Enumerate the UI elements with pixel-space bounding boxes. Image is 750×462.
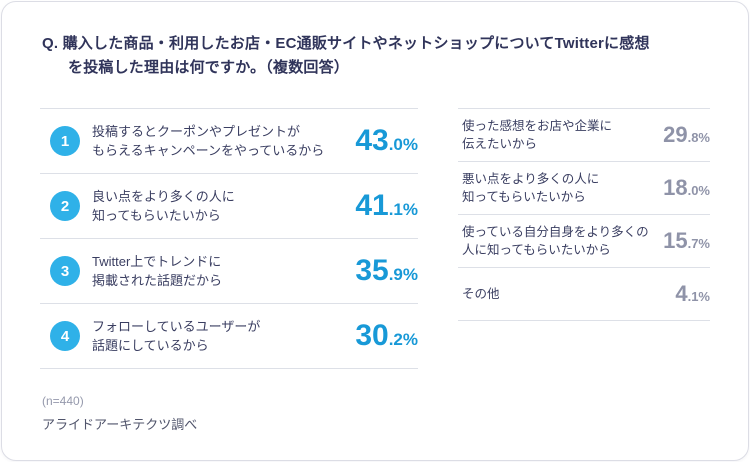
ranking-row-1-label-line1: 投稿するとクーポンやプレゼントが xyxy=(92,124,301,139)
other-row-1-value: 29.8% xyxy=(663,122,710,148)
ranking-row-3-label-line1: Twitter上でトレンドに xyxy=(92,254,222,269)
ranking-row-1-label-line2: もらえるキャンペーンをやっているから xyxy=(92,143,325,158)
value-fraction: .8% xyxy=(687,130,710,145)
other-row-4-label-line1: その他 xyxy=(462,287,500,301)
ranking-row-1-value: 43.0% xyxy=(355,124,418,158)
value-integer: 41 xyxy=(355,189,389,222)
value-integer: 35 xyxy=(355,254,389,287)
ranking-row-4-label-line2: 話題にしているから xyxy=(92,338,209,353)
other-row-1-label: 使った感想をお店や企業に 伝えたいから xyxy=(458,117,663,153)
value-fraction: .1% xyxy=(687,289,710,304)
ranking-row-1-label: 投稿するとクーポンやプレゼントが もらえるキャンペーンをやっているから xyxy=(92,122,355,160)
rank-4-badge: 4 xyxy=(50,321,80,351)
ranking-row-2: 2 良い点をより多くの人に 知ってもらいたいから 41.1% xyxy=(40,174,418,239)
ranking-row-4-label: フォローしているユーザーが 話題にしているから xyxy=(92,317,355,355)
ranking-row-3: 3 Twitter上でトレンドに 掲載された話題だから 35.9% xyxy=(40,239,418,304)
other-row-2-label-line2: 知ってもらいたいから xyxy=(462,190,586,204)
other-row-4-label: その他 xyxy=(458,285,675,303)
value-integer: 29 xyxy=(663,122,688,147)
rank-2-badge: 2 xyxy=(50,191,80,221)
value-integer: 30 xyxy=(355,319,389,352)
source-credit: アライドアーキテクツ調べ xyxy=(42,417,198,432)
other-row-3-label-line2: 人に知ってもらいたいから xyxy=(462,243,611,257)
footer: (n=440) アライドアーキテクツ調べ xyxy=(42,393,197,433)
ranking-row-2-label-line1: 良い点をより多くの人に xyxy=(92,189,235,204)
ranking-row-3-value: 35.9% xyxy=(355,254,418,288)
ranking-row-2-value: 41.1% xyxy=(355,189,418,223)
other-row-2: 悪い点をより多くの人に 知ってもらいたいから 18.0% xyxy=(458,162,710,215)
value-fraction: .0% xyxy=(687,183,710,198)
value-integer: 4 xyxy=(675,281,688,306)
other-row-3: 使っている自分自身をより多くの 人に知ってもらいたいから 15.7% xyxy=(458,215,710,268)
other-row-2-label-line1: 悪い点をより多くの人に xyxy=(462,172,600,186)
value-fraction: .1% xyxy=(388,200,418,219)
other-row-1: 使った感想をお店や企業に 伝えたいから 29.8% xyxy=(458,109,710,162)
ranking-row-1: 1 投稿するとクーポンやプレゼントが もらえるキャンペーンをやっているから 43… xyxy=(40,109,418,174)
other-reasons-list: 使った感想をお店や企業に 伝えたいから 29.8% 悪い点をより多くの人に 知っ… xyxy=(458,108,710,321)
question-title-line1: Q. 購入した商品・利用したお店・EC通販サイトやネットショップについてTwit… xyxy=(42,35,650,52)
ranking-row-4-value: 30.2% xyxy=(355,319,418,353)
value-fraction: .2% xyxy=(388,330,418,349)
ranking-row-3-label-line2: 掲載された話題だから xyxy=(92,273,223,288)
value-integer: 15 xyxy=(663,228,688,253)
ranking-row-2-label-line2: 知ってもらいたいから xyxy=(92,208,221,223)
rank-1-badge: 1 xyxy=(50,126,80,156)
ranking-row-2-label: 良い点をより多くの人に 知ってもらいたいから xyxy=(92,187,355,225)
other-row-2-value: 18.0% xyxy=(663,175,710,201)
ranking-row-3-label: Twitter上でトレンドに 掲載された話題だから xyxy=(92,252,355,290)
other-row-3-value: 15.7% xyxy=(663,228,710,254)
question-title: Q. 購入した商品・利用したお店・EC通販サイトやネットショップについてTwit… xyxy=(42,32,722,80)
other-row-4-value: 4.1% xyxy=(675,281,710,307)
question-title-line2: を投稿した理由は何ですか。（複数回答） xyxy=(68,59,350,76)
value-fraction: .9% xyxy=(388,265,418,284)
value-fraction: .0% xyxy=(388,135,418,154)
ranking-row-4-label-line1: フォローしているユーザーが xyxy=(92,319,261,334)
other-row-1-label-line1: 使った感想をお店や企業に xyxy=(462,119,613,133)
sample-size: (n=440) xyxy=(42,394,84,408)
other-row-4: その他 4.1% xyxy=(458,268,710,321)
rank-3-badge: 3 xyxy=(50,256,80,286)
value-integer: 43 xyxy=(355,124,389,157)
other-row-3-label: 使っている自分自身をより多くの 人に知ってもらいたいから xyxy=(458,223,663,259)
other-row-2-label: 悪い点をより多くの人に 知ってもらいたいから xyxy=(458,170,663,206)
value-integer: 18 xyxy=(663,175,688,200)
other-row-3-label-line1: 使っている自分自身をより多くの xyxy=(462,225,649,239)
value-fraction: .7% xyxy=(687,236,710,251)
top-reasons-ranking-list: 1 投稿するとクーポンやプレゼントが もらえるキャンペーンをやっているから 43… xyxy=(40,108,418,369)
other-row-1-label-line2: 伝えたいから xyxy=(462,137,538,151)
ranking-row-4: 4 フォローしているユーザーが 話題にしているから 30.2% xyxy=(40,304,418,369)
